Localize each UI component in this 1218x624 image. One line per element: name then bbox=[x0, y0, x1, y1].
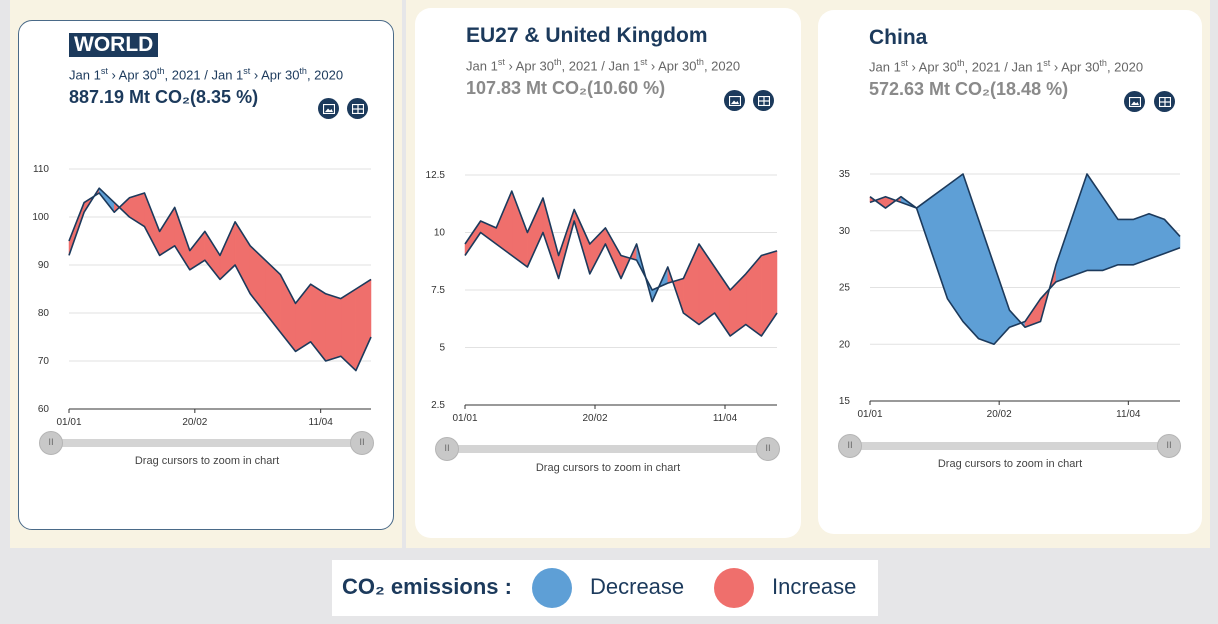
drag-hint: Drag cursors to zoom in chart bbox=[134, 455, 280, 467]
increase-band bbox=[189, 230, 206, 271]
table-view-button[interactable] bbox=[753, 90, 774, 111]
decrease-band bbox=[1117, 219, 1134, 266]
world-chart: 60 70 80 90 100 110 01/01 20/02 11/04 bbox=[32, 164, 372, 428]
zoom-handle-left[interactable]: II bbox=[838, 434, 862, 458]
date-range: Jan 1st › Apr 30th, 2021 / Jan 1st › Apr… bbox=[69, 66, 344, 83]
increase-band bbox=[159, 206, 175, 256]
date-range: Jan 1st › Apr 30th, 2021 / Jan 1st › Apr… bbox=[869, 58, 1144, 75]
decrease-swatch bbox=[532, 568, 572, 608]
table-view-button[interactable] bbox=[1154, 91, 1175, 112]
decrease-band bbox=[978, 219, 995, 345]
y-tick-label: 7.5 bbox=[431, 285, 445, 296]
table-icon bbox=[351, 103, 364, 114]
increase-band bbox=[204, 230, 221, 281]
decrease-band bbox=[1055, 219, 1072, 283]
x-tick-label: 01/01 bbox=[857, 409, 882, 420]
y-tick-label: 90 bbox=[38, 260, 50, 271]
date-range: Jan 1st › Apr 30th, 2021 / Jan 1st › Apr… bbox=[466, 57, 741, 74]
card-title: EU27 & United Kingdom bbox=[466, 24, 708, 47]
x-tick-label: 11/04 bbox=[309, 417, 334, 428]
x-tick-label: 01/01 bbox=[56, 417, 81, 428]
y-tick-label: 10 bbox=[434, 228, 446, 239]
increase-band bbox=[310, 283, 326, 362]
zoom-slider-track[interactable] bbox=[51, 439, 361, 447]
x-tick-label: 01/01 bbox=[452, 413, 477, 424]
x-tick-label: 20/02 bbox=[182, 417, 207, 428]
drag-hint: Drag cursors to zoom in chart bbox=[535, 462, 681, 474]
emission-value: 572.63 Mt CO₂(18.48 %) bbox=[869, 79, 1069, 99]
x-tick-label: 20/02 bbox=[582, 413, 607, 424]
table-view-button[interactable] bbox=[347, 98, 368, 119]
decrease-band bbox=[1148, 213, 1165, 260]
increase-band bbox=[280, 274, 296, 353]
card-title: China bbox=[869, 26, 928, 49]
increase-band bbox=[355, 278, 372, 371]
table-icon bbox=[757, 95, 770, 106]
increase-band bbox=[589, 227, 606, 275]
y-tick-label: 15 bbox=[839, 396, 851, 407]
eu-chart: 2.5 5 7.5 10 12.5 01/01 20/02 11/04 bbox=[426, 170, 778, 424]
y-tick-label: 20 bbox=[839, 339, 851, 350]
y-tick-label: 2.5 bbox=[431, 400, 445, 411]
decrease-band bbox=[947, 173, 964, 323]
image-download-button[interactable] bbox=[1124, 91, 1145, 112]
y-tick-label: 100 bbox=[32, 212, 49, 223]
y-tick-label: 12.5 bbox=[426, 170, 446, 181]
increase-band bbox=[511, 191, 528, 268]
decrease-band bbox=[931, 184, 948, 299]
increase-band bbox=[605, 226, 622, 279]
series-line-2021 bbox=[68, 187, 372, 372]
china-chart: 15 20 25 30 35 01/01 20/02 11/04 bbox=[839, 169, 1181, 420]
y-tick-label: 35 bbox=[839, 169, 851, 180]
increase-band bbox=[527, 197, 544, 268]
decrease-band bbox=[1133, 213, 1150, 266]
legend-label: CO₂ emissions : bbox=[342, 574, 512, 599]
image-icon bbox=[1128, 96, 1141, 107]
series-line-2020 bbox=[869, 195, 1181, 346]
emission-value: 887.19 Mt CO₂(8.35 %) bbox=[69, 87, 259, 107]
zoom-handle-left[interactable]: II bbox=[435, 437, 459, 461]
image-icon bbox=[322, 103, 335, 114]
decrease-band bbox=[1086, 173, 1103, 271]
world-card: WORLD Jan 1st › Apr 30th, 2021 / Jan 1st… bbox=[18, 20, 394, 530]
decrease-band bbox=[1071, 173, 1088, 277]
legend-increase: Increase bbox=[772, 574, 857, 599]
zoom-handle-left[interactable]: II bbox=[39, 431, 63, 455]
x-tick-label: 11/04 bbox=[1116, 409, 1141, 420]
china-card: China Jan 1st › Apr 30th, 2021 / Jan 1st… bbox=[818, 10, 1202, 534]
y-tick-label: 110 bbox=[33, 164, 49, 175]
series-line-2021 bbox=[464, 220, 778, 337]
drag-hint: Drag cursors to zoom in chart bbox=[937, 458, 1083, 470]
increase-band bbox=[325, 293, 342, 362]
y-tick-label: 5 bbox=[439, 343, 445, 354]
eu-card: EU27 & United Kingdom Jan 1st › Apr 30th… bbox=[415, 8, 801, 538]
increase-band bbox=[683, 243, 700, 325]
zoom-handle-right[interactable]: II bbox=[756, 437, 780, 461]
table-icon bbox=[1158, 96, 1171, 107]
legend-decrease: Decrease bbox=[590, 574, 685, 599]
increase-swatch bbox=[714, 568, 754, 608]
y-tick-label: 60 bbox=[38, 404, 50, 415]
series-line-2021 bbox=[869, 173, 1181, 329]
zoom-handle-right[interactable]: II bbox=[1157, 434, 1181, 458]
y-tick-label: 80 bbox=[38, 308, 50, 319]
y-tick-label: 70 bbox=[38, 356, 50, 367]
image-download-button[interactable] bbox=[318, 98, 339, 119]
increase-band bbox=[464, 220, 481, 257]
x-tick-label: 20/02 bbox=[987, 409, 1012, 420]
image-download-button[interactable] bbox=[724, 90, 745, 111]
image-icon bbox=[728, 95, 741, 106]
zoom-slider-track[interactable] bbox=[447, 445, 767, 453]
zoom-slider-track[interactable] bbox=[850, 442, 1170, 450]
zoom-handle-right[interactable]: II bbox=[350, 431, 374, 455]
card-title: WORLD bbox=[69, 33, 159, 57]
y-tick-label: 30 bbox=[839, 226, 851, 237]
x-tick-label: 11/04 bbox=[713, 413, 738, 424]
emission-value: 107.83 Mt CO₂(10.60 %) bbox=[466, 78, 666, 98]
series-line-2020 bbox=[464, 190, 778, 291]
legend: CO₂ emissions : Decrease Increase bbox=[332, 560, 878, 616]
y-tick-label: 25 bbox=[839, 283, 851, 294]
increase-band bbox=[745, 254, 762, 337]
